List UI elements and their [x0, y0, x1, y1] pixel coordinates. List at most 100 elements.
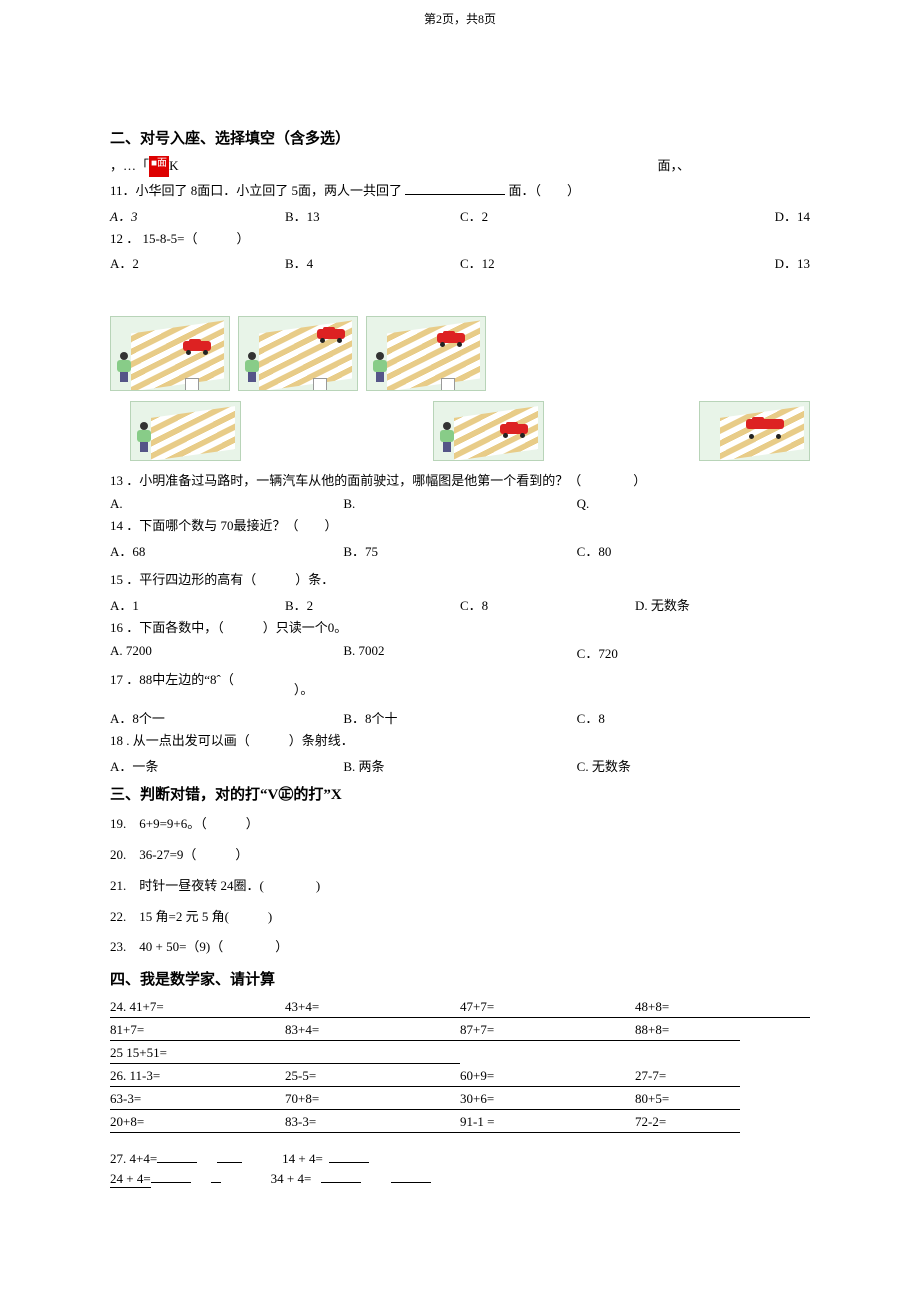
calc-cell[interactable]: 24. 41+7= — [110, 997, 285, 1018]
q13-options: A. B. Q. — [110, 496, 810, 512]
select-box[interactable] — [313, 378, 327, 391]
scene-2[interactable] — [238, 316, 358, 391]
preline-k: K — [169, 156, 178, 177]
q27-row2: 24 + 4= 34 + 4= — [110, 1171, 810, 1188]
q11-opt-b[interactable]: B．13 — [285, 206, 460, 225]
q12-opt-b[interactable]: B．4 — [285, 253, 460, 272]
calc-cell[interactable]: 48+8= — [635, 997, 810, 1018]
q16-opt-a[interactable]: A. 7200 — [110, 643, 343, 662]
select-box[interactable] — [185, 378, 199, 391]
q11-options: A．3 B．13 C．2 D．14 — [110, 206, 810, 225]
q16-opt-c[interactable]: C．720 — [577, 643, 810, 662]
car-icon — [500, 422, 528, 438]
q12-opt-d[interactable]: D．13 — [635, 253, 810, 272]
calc-cell[interactable]: 63-3= — [110, 1089, 285, 1110]
q15-opt-d[interactable]: D. 无数条 — [635, 595, 810, 614]
calc-cell[interactable]: 43+4= — [285, 997, 460, 1018]
calc-cell[interactable]: 88+8= — [635, 1020, 740, 1041]
person-icon — [117, 352, 131, 382]
q13-text: 13 ．小明准备过马路时，一辆汽车从他的面前驶过，哪幅图是他第一个看到的？（ ） — [110, 471, 810, 492]
q13-opt-a[interactable]: A. — [110, 496, 343, 512]
scene-1[interactable] — [110, 316, 230, 391]
scene-c[interactable] — [699, 401, 810, 461]
calc-cell[interactable]: 47+7= — [460, 997, 635, 1018]
blank[interactable] — [151, 1182, 191, 1183]
scene-b[interactable] — [433, 401, 544, 461]
q11-text: 11．小华回了 8面口．小立回了 5面，两人一共回了 面．（ ） — [110, 181, 810, 202]
blank[interactable] — [391, 1182, 431, 1183]
q11-text-b: 面．（ ） — [509, 183, 581, 198]
q11-opt-d[interactable]: D．14 — [635, 206, 810, 225]
calc-cell[interactable]: 83-3= — [285, 1112, 460, 1133]
blank[interactable] — [329, 1162, 369, 1163]
q15-opt-a[interactable]: A．1 — [110, 595, 285, 614]
q12-opt-a[interactable]: A．2 — [110, 253, 285, 272]
calc-cell[interactable]: 25 15+51= — [110, 1043, 460, 1064]
q20: 20. 36-27=9（ ） — [110, 845, 810, 866]
scene-3[interactable] — [366, 316, 486, 391]
q15-opt-c[interactable]: C．8 — [460, 595, 635, 614]
q23: 23. 40 + 50=（9)（ ） — [110, 937, 810, 958]
preline-prefix: ，…「 — [110, 156, 149, 177]
content-area: 二、对号入座、选择填空（含多选） ，…「 ■面 K 面，、 11．小华回了 8面… — [0, 127, 920, 1188]
calc-cell[interactable]: 60+9= — [460, 1066, 635, 1087]
q11-opt-c[interactable]: C．2 — [460, 206, 635, 225]
calc-cell[interactable]: 20+8= — [110, 1112, 285, 1133]
q16-opt-b[interactable]: B. 7002 — [343, 643, 576, 662]
page-header: 第2页，共8页 — [0, 10, 920, 27]
q17-opt-b[interactable]: B．8个十 — [343, 708, 576, 727]
scene-a[interactable] — [130, 401, 241, 461]
q14-opt-a[interactable]: A．68 — [110, 541, 343, 560]
section3-title: 三、判断对错，对的打“V㊣的打”X — [110, 783, 810, 804]
calc-cell[interactable]: 25-5= — [285, 1066, 460, 1087]
person-icon — [245, 352, 259, 382]
q18-opt-c[interactable]: C. 无数条 — [577, 756, 810, 775]
q26-row1: 26. 11-3= 25-5= 60+9= 27-7= — [110, 1066, 810, 1087]
q15-opt-b[interactable]: B．2 — [285, 595, 460, 614]
q11-text-a: 11．小华回了 8面口．小立回了 5面，两人一共回了 — [110, 183, 405, 198]
calc-cell[interactable]: 91-1 = — [460, 1112, 635, 1133]
q13-image-row-1 — [110, 316, 810, 391]
blank[interactable] — [217, 1162, 242, 1163]
q27-a1: 27. 4+4= — [110, 1151, 157, 1167]
calc-cell[interactable]: 87+7= — [460, 1020, 635, 1041]
q14-options: A．68 B．75 C．80 — [110, 541, 810, 560]
q18-opt-a[interactable]: A．一条 — [110, 756, 343, 775]
blank[interactable] — [157, 1162, 197, 1163]
calc-cell[interactable]: 83+4= — [285, 1020, 460, 1041]
calc-cell[interactable]: 81+7= — [110, 1020, 285, 1041]
calc-cell[interactable]: 80+5= — [635, 1089, 740, 1110]
calc-cell[interactable]: 27-7= — [635, 1066, 740, 1087]
q14-opt-c[interactable]: C．80 — [577, 541, 810, 560]
calc-cell[interactable]: 72-2= — [635, 1112, 740, 1133]
calc-cell[interactable]: 30+6= — [460, 1089, 635, 1110]
q18-opt-b[interactable]: B. 两条 — [343, 756, 576, 775]
q13-opt-b[interactable]: B. — [343, 496, 576, 512]
car-icon — [183, 339, 211, 355]
q15-options: A．1 B．2 C．8 D. 无数条 — [110, 595, 810, 614]
q27-b1: 24 + 4= — [110, 1171, 151, 1188]
q26-row2: 63-3= 70+8= 30+6= 80+5= — [110, 1089, 810, 1110]
select-box[interactable] — [441, 378, 455, 391]
q13-opt-c[interactable]: Q. — [577, 496, 810, 512]
q17-options: A．8个一 B．8个十 C．8 — [110, 708, 810, 727]
q11-opt-a[interactable]: A．3 — [110, 206, 285, 225]
section2-title: 二、对号入座、选择填空（含多选） — [110, 127, 810, 148]
q17-opt-a[interactable]: A．8个一 — [110, 708, 343, 727]
q17-text-b: ）。 — [294, 680, 314, 701]
blank[interactable] — [321, 1182, 361, 1183]
q16-options: A. 7200 B. 7002 C．720 — [110, 643, 810, 662]
person-icon — [440, 422, 454, 452]
calc-cell[interactable]: 26. 11-3= — [110, 1066, 285, 1087]
car-icon — [437, 331, 465, 347]
q12-text: 12 ． 15-8-5=（ ） — [110, 229, 810, 250]
calc-cell[interactable]: 70+8= — [285, 1089, 460, 1110]
q24-row2: 81+7= 83+4= 87+7= 88+8= — [110, 1020, 810, 1041]
q11-blank[interactable] — [405, 194, 505, 195]
preline-right: 面，、 — [657, 156, 690, 177]
q14-opt-b[interactable]: B．75 — [343, 541, 576, 560]
dash — [211, 1182, 221, 1183]
q12-opt-c[interactable]: C．12 — [460, 253, 635, 272]
q17-opt-c[interactable]: C．8 — [577, 708, 810, 727]
q17-text-a: 17 ．88中左边的“8ˆ（ — [110, 670, 234, 691]
